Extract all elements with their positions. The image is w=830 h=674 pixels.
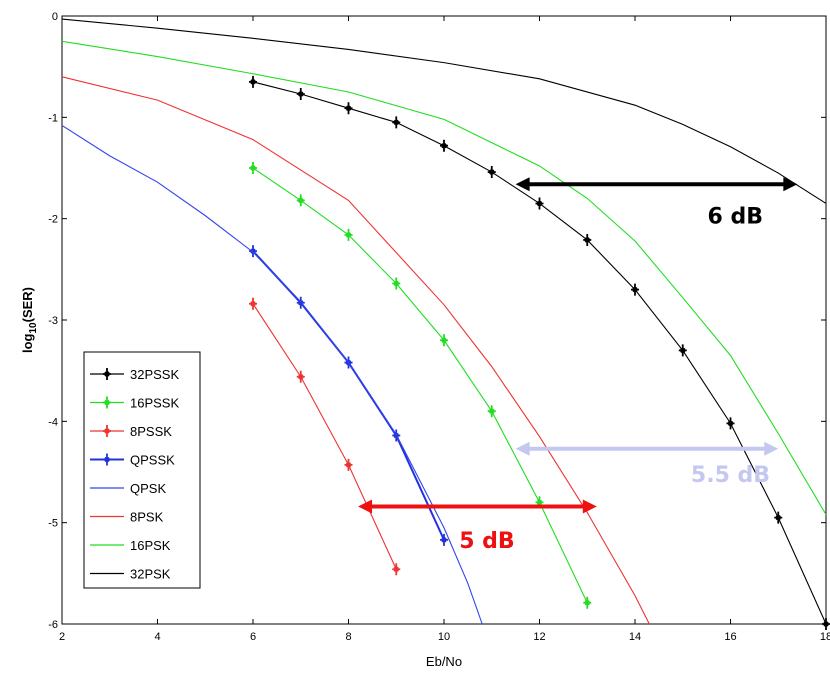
data-point-32pssk <box>344 102 353 115</box>
data-point-32pssk <box>249 75 257 88</box>
x-tick-label: 2 <box>59 631 65 643</box>
annotation-arrow-head-right <box>764 441 779 456</box>
y-axis-label: log10(SER) <box>20 287 39 353</box>
legend-marker-8pssk <box>103 425 111 437</box>
annotation-arrow-head-right <box>783 177 798 192</box>
x-tick-label: 14 <box>629 631 641 643</box>
y-tick-label: -5 <box>48 518 58 530</box>
legend-label-qpsk: QPSK <box>130 481 166 496</box>
x-tick-label: 18 <box>820 631 830 643</box>
data-point-8pssk <box>392 563 401 576</box>
data-point-16pssk <box>583 596 592 609</box>
y-tick-label: -6 <box>48 619 58 631</box>
legend-label-32psk: 32PSK <box>130 567 171 582</box>
y-tick-label: -2 <box>48 214 58 226</box>
y-tick-label: 0 <box>52 11 58 23</box>
y-axis-label-rest: (SER) <box>20 287 35 322</box>
series-layer <box>61 18 830 630</box>
data-point-8pssk <box>344 458 353 471</box>
data-point-8pssk <box>296 370 305 383</box>
data-point-32pssk <box>583 233 592 246</box>
series-line-qpsk <box>61 124 483 625</box>
ticks: 2 4 6 8 10 12 14 16 18 0 -1 -2 -3 -4 -5 -6 <box>48 11 830 643</box>
data-point-32pssk <box>678 344 687 357</box>
series-line-8psk <box>61 76 650 625</box>
y-tick-label: -3 <box>48 315 58 327</box>
data-point-qpssk <box>440 533 448 546</box>
x-tick-label: 16 <box>724 631 736 643</box>
annotation-layer: 6 dB 5.5 dB 5 dB <box>358 177 798 554</box>
data-point-32pssk <box>440 139 448 152</box>
legend-label-8psk: 8PSK <box>130 510 164 525</box>
y-tick-label: -4 <box>48 416 58 428</box>
data-point-16pssk <box>344 228 353 241</box>
annotation-arrow-head-left <box>515 177 530 192</box>
x-tick-label: 4 <box>154 631 160 643</box>
annotation-arrow-head-right <box>582 499 597 514</box>
data-point-qpssk <box>249 245 257 258</box>
x-axis-label: Eb/No <box>426 654 462 669</box>
data-point-32pssk <box>296 88 305 101</box>
legend-marker-32pssk <box>103 368 111 380</box>
y-axis-label-sub: 10 <box>28 322 39 334</box>
data-point-qpssk <box>296 296 305 309</box>
x-tick-label: 8 <box>345 631 351 643</box>
data-point-32pssk <box>535 197 544 210</box>
legend-label-8pssk: 8PSSK <box>130 424 172 439</box>
annotation-label: 6 dB <box>708 205 763 230</box>
legend-marker-16pssk <box>103 396 111 409</box>
data-point-16pssk <box>535 496 544 509</box>
data-point-32pssk <box>774 511 783 524</box>
x-tick-label: 10 <box>438 631 450 643</box>
data-point-32pssk <box>631 283 639 296</box>
y-tick-label: -1 <box>48 112 58 124</box>
data-point-16pssk <box>249 162 257 174</box>
data-point-16pssk <box>487 405 496 418</box>
series-line-32psk <box>61 18 827 204</box>
x-tick-label: 6 <box>250 631 256 643</box>
legend-label-32pssk: 32PSSK <box>130 367 179 382</box>
annotation-arrow-head-left <box>358 499 373 514</box>
annotation-label: 5 dB <box>459 529 514 554</box>
annotation-arrow-head-left <box>515 441 530 456</box>
legend-label-16pssk: 16PSSK <box>130 396 179 411</box>
data-point-16pssk <box>296 194 305 207</box>
data-point-16pssk <box>440 334 448 347</box>
legend-marker-qpssk <box>103 453 111 466</box>
annotation-label: 5.5 dB <box>691 463 770 488</box>
data-point-32pssk <box>726 417 735 430</box>
data-point-32pssk <box>392 116 401 129</box>
data-point-8pssk <box>249 297 257 310</box>
data-point-32pssk <box>822 618 830 630</box>
legend-label-qpssk: QPSSK <box>130 453 175 468</box>
x-tick-label: 12 <box>533 631 545 643</box>
y-axis-label-main: log <box>20 333 35 353</box>
legend-label-16psk: 16PSK <box>130 538 171 553</box>
legend-box <box>83 351 201 589</box>
data-point-32pssk <box>487 166 496 179</box>
series-line-8pssk <box>252 303 397 570</box>
legend: 32PSSK 16PSSK 8PSSK QPSSK QPSK 8PSK 16PSK 32PSK <box>83 351 201 589</box>
data-point-16pssk <box>392 277 401 290</box>
series-line-16psk <box>61 40 827 515</box>
series-line-16pssk <box>252 167 588 603</box>
